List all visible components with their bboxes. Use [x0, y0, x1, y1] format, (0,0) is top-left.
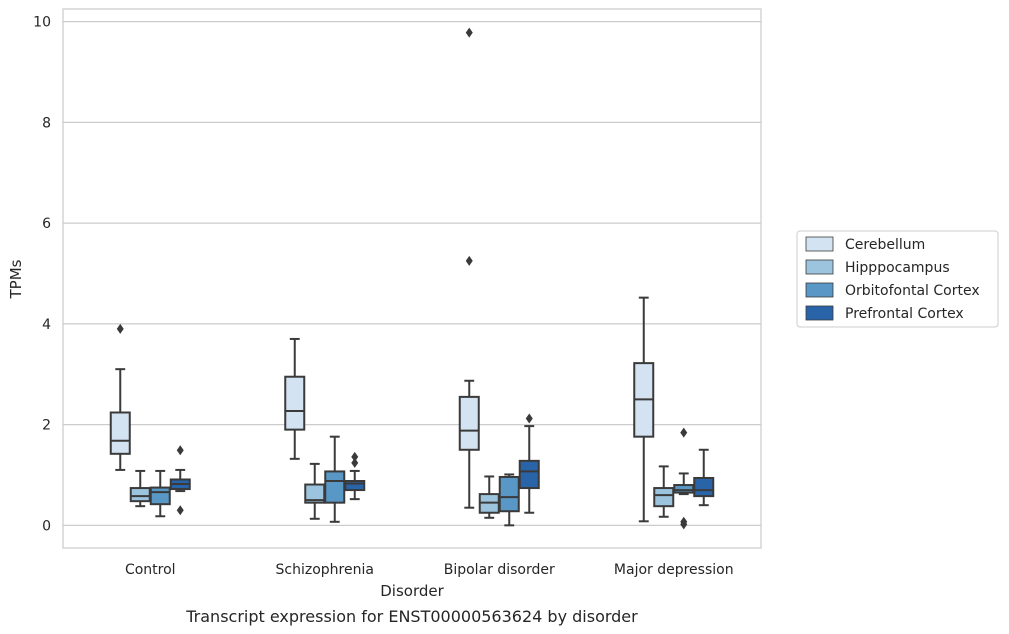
box-iqr	[149, 486, 171, 506]
box-iqr	[518, 459, 540, 490]
box-prefrontal-cortex	[169, 445, 191, 516]
box-iqr	[344, 480, 366, 492]
plot-frame	[62, 8, 762, 549]
y-tick-label: 2	[42, 418, 51, 434]
outlier-point	[465, 255, 473, 266]
y-tick-label: 8	[42, 115, 51, 131]
box-iqr	[498, 475, 520, 513]
box-cerebellum	[633, 296, 655, 523]
plot-area	[63, 9, 761, 548]
outlier-point	[176, 505, 184, 516]
box-iqr	[653, 487, 675, 508]
box-orbitofontal-cortex	[149, 469, 171, 518]
legend-label: Cerebellum	[845, 237, 925, 253]
outlier-point	[116, 323, 124, 334]
y-tick-label: 6	[42, 216, 51, 232]
legend-swatch	[805, 236, 834, 252]
legend-label: Prefrontal Cortex	[845, 306, 964, 322]
box-iqr	[109, 411, 131, 455]
box-hipppocampus	[478, 475, 500, 519]
x-tick-label: Schizophrenia	[276, 562, 374, 578]
legend-label: Orbitofontal Cortex	[845, 283, 980, 299]
x-tick-label: Bipolar disorder	[444, 562, 555, 578]
legend-swatch	[805, 282, 834, 298]
legend-label: Hipppocampus	[845, 260, 950, 276]
outlier-point	[465, 27, 473, 38]
y-tick-label: 0	[42, 518, 51, 534]
legend-swatch	[805, 259, 834, 275]
chart-caption: Transcript expression for ENST0000056362…	[185, 607, 638, 626]
outlier-point	[176, 445, 184, 456]
outlier-point	[680, 427, 688, 438]
box-cerebellum	[458, 27, 480, 509]
box-hipppocampus	[653, 465, 675, 518]
box-groups	[109, 27, 715, 530]
box-prefrontal-cortex	[344, 451, 366, 501]
legend-frame	[796, 230, 999, 328]
x-axis-label: Disorder	[380, 582, 444, 600]
outlier-point	[525, 413, 533, 424]
legend-swatch	[805, 305, 834, 321]
box-prefrontal-cortex	[518, 413, 540, 514]
gridlines	[63, 20, 761, 526]
y-axis-label: TPMs	[7, 259, 25, 299]
box-iqr	[324, 470, 346, 504]
x-tick-label: Control	[125, 562, 176, 578]
box-iqr	[129, 487, 151, 503]
box-orbitofontal-cortex	[498, 473, 520, 527]
box-cerebellum	[109, 323, 131, 471]
outlier-point	[680, 516, 688, 527]
box-prefrontal-cortex	[693, 448, 715, 507]
box-iqr	[693, 476, 715, 498]
box-cerebellum	[284, 337, 306, 460]
x-axis-ticks: Control Schizophrenia Bipolar disorder Majo…	[125, 562, 734, 578]
y-tick-label: 4	[42, 317, 51, 333]
box-iqr	[458, 395, 480, 451]
y-axis-ticks: 0 2 4 6 8 10	[33, 15, 51, 535]
y-tick-label: 10	[33, 15, 51, 31]
box-hipppocampus	[129, 469, 151, 508]
outlier-point	[351, 451, 359, 462]
x-tick-label: Major depression	[614, 562, 734, 578]
box-orbitofontal-cortex	[673, 427, 695, 530]
box-orbitofontal-cortex	[324, 435, 346, 523]
box-iqr	[284, 375, 306, 431]
box-iqr	[673, 484, 695, 494]
outlier-point	[351, 457, 359, 468]
legend: Cerebellum Hipppocampus Orbitofontal Corte…	[796, 230, 999, 328]
